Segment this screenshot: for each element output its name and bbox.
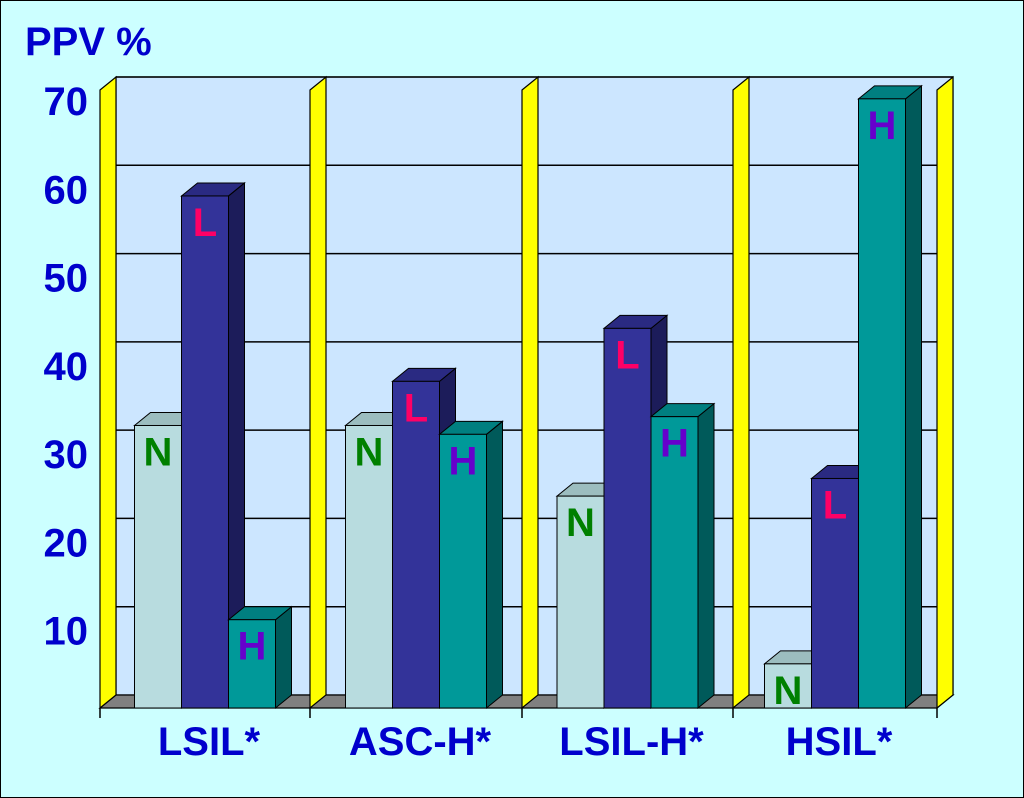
- bar-label-lsil-h-l: L: [615, 333, 639, 377]
- y-tick-label-10: 10: [44, 610, 89, 654]
- bar-label-lsil-l: L: [193, 201, 217, 245]
- bar-lsil-h-l: L: [602, 314, 669, 710]
- bar-front-face: [650, 416, 699, 709]
- bar-front-face: [858, 98, 906, 709]
- y-tick-label-40: 40: [44, 345, 89, 389]
- bar-side-face: [275, 605, 292, 710]
- x-tick-label-hsil: HSIL*: [786, 720, 893, 764]
- x-tick-label-lsil: LSIL*: [158, 720, 261, 764]
- bar-asc-h-h: H: [438, 420, 504, 710]
- x-tick-label-asc-h: ASC-H*: [349, 720, 492, 764]
- category-divider-wall-4: [936, 75, 954, 710]
- bar-label-hsil-l: L: [823, 483, 847, 527]
- bar-label-lsil-n: N: [144, 430, 173, 474]
- bar-front-face: [345, 424, 393, 709]
- bar-side-face: [486, 420, 503, 710]
- bar-label-lsil-h-h: H: [660, 422, 689, 466]
- x-tick-label-lsil-h: LSIL-H*: [559, 720, 704, 764]
- bar-front-face: [134, 424, 182, 709]
- bar-label-asc-h-l: L: [404, 386, 428, 430]
- category-divider-wall-2: [521, 75, 539, 710]
- bar-label-hsil-h: H: [868, 104, 897, 148]
- bar-label-hsil-n: N: [774, 669, 803, 713]
- y-tick-label-20: 20: [44, 521, 89, 565]
- bar-front-face: [603, 327, 652, 709]
- y-tick-label-70: 70: [44, 80, 89, 124]
- bar-front-face: [181, 195, 229, 709]
- axis-label-layer: LSIL* ASC-H* LSIL-H* HSIL* 10 20 30 40 50 60 70: [44, 80, 893, 764]
- bar-front-face: [439, 433, 487, 709]
- bar-front-face: [228, 619, 276, 709]
- category-divider-wall-1: [309, 75, 327, 710]
- y-axis-title: PPV %: [25, 20, 152, 64]
- bar-label-lsil-h: H: [238, 625, 267, 669]
- category-divider-wall-3: [732, 75, 750, 710]
- y-tick-label-60: 60: [44, 168, 89, 212]
- left-side-wall: [99, 75, 117, 710]
- bar-side-face: [697, 402, 715, 710]
- bar-label-asc-h-h: H: [449, 439, 478, 483]
- bar-label-asc-h-n: N: [355, 430, 384, 474]
- bar-lsil-h-h: H: [649, 402, 716, 710]
- bar-front-face: [556, 495, 605, 709]
- bar-hsil-h: H: [857, 84, 923, 710]
- bar-lsil-l: L: [180, 181, 246, 710]
- divider-wall-layer: [99, 75, 954, 718]
- bar-lsil-h: H: [227, 605, 293, 710]
- y-tick-label-50: 50: [44, 257, 89, 301]
- bar-label-lsil-h-n: N: [566, 501, 595, 545]
- y-tick-label-30: 30: [44, 433, 89, 477]
- bar-side-face: [905, 84, 922, 710]
